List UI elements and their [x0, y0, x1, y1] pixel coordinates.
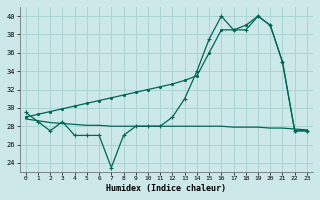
X-axis label: Humidex (Indice chaleur): Humidex (Indice chaleur) [106, 184, 226, 193]
